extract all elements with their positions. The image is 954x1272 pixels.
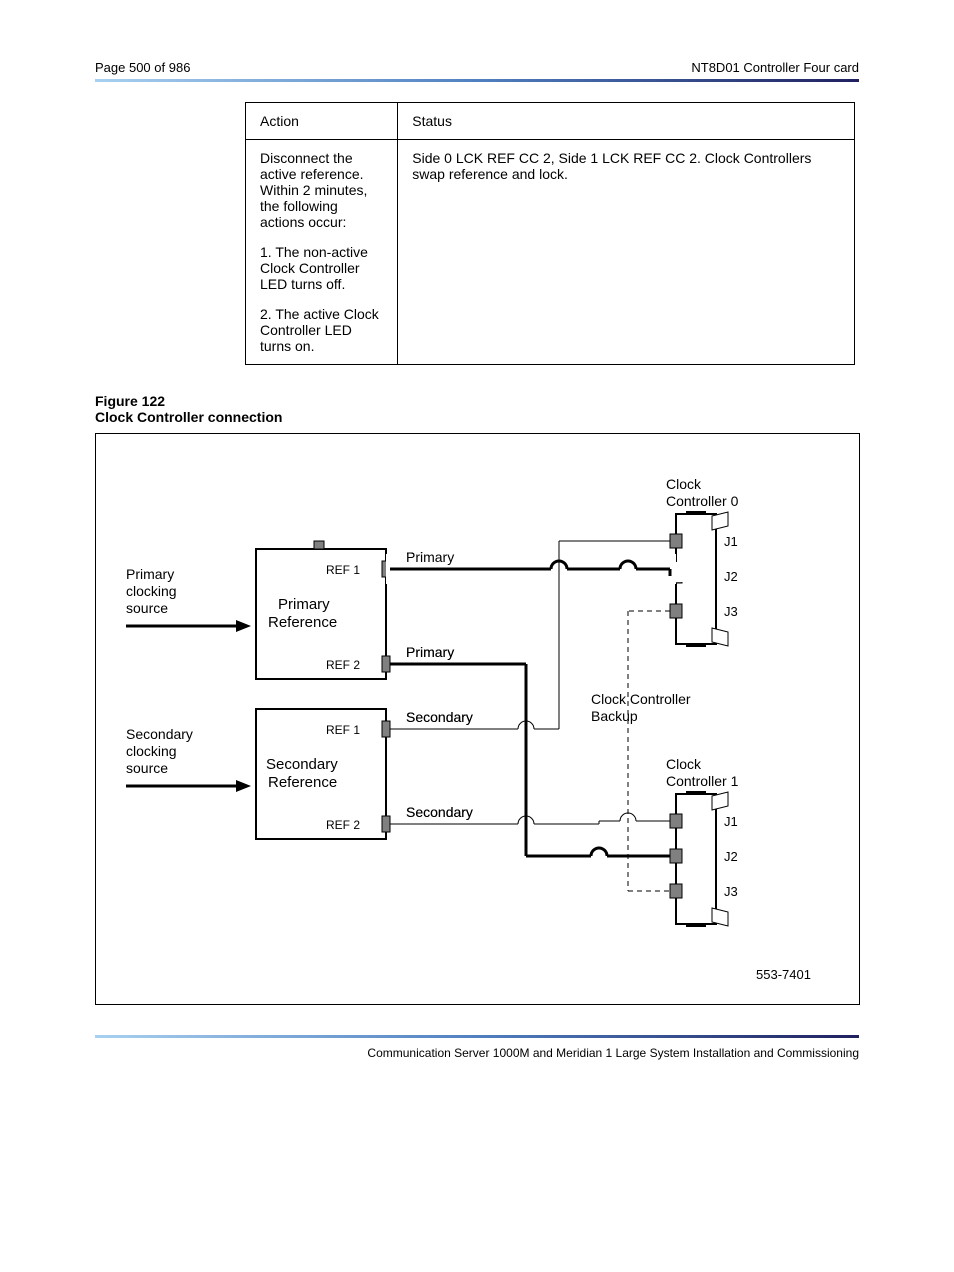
diagram-figure-id: 553-7401 xyxy=(756,967,811,982)
secondary-source-label-3: source xyxy=(126,760,168,776)
cc-backup-label1: Clock Controller xyxy=(591,691,691,707)
cc0-j1-label: J1 xyxy=(724,534,738,549)
cc1-j3-label: J3 xyxy=(724,884,738,899)
cc1-j2-port xyxy=(670,849,682,863)
figure-title: Figure 122 Clock Controller connection xyxy=(95,393,859,425)
figure-caption: Clock Controller connection xyxy=(95,409,282,425)
secondary-ref2-port xyxy=(382,816,390,832)
figure-label: Figure 122 xyxy=(95,393,165,409)
secondary-ref1-port xyxy=(382,721,390,737)
cc0-label2: Controller 0 xyxy=(666,493,739,509)
secondary-ref-text2: Reference xyxy=(268,774,337,791)
svg-text:Secondary: Secondary xyxy=(406,804,473,820)
table-header-row: Action Status xyxy=(246,103,855,140)
primary-ref1-label: REF 1 xyxy=(326,563,360,577)
cc1-j3-port xyxy=(670,884,682,898)
svg-text:Secondary: Secondary xyxy=(406,709,473,725)
cc0-j3-label: J3 xyxy=(724,604,738,619)
cc0-j2-label: J2 xyxy=(724,569,738,584)
footer-gradient-bar xyxy=(95,1035,859,1038)
cc1-bottom-tab xyxy=(686,924,706,927)
primary-ref-top-port xyxy=(314,541,324,549)
footer-text: Communication Server 1000M and Meridian … xyxy=(95,1046,859,1060)
page: Page 500 of 986 NT8D01 Controller Four c… xyxy=(0,0,954,1120)
header-gradient-bar xyxy=(95,79,859,82)
cc1-top-tab xyxy=(686,791,706,794)
primary-ref2-port xyxy=(382,656,390,672)
primary-ref-text1: Primary xyxy=(278,596,330,613)
status-table-wrap: Action Status Disconnect the active refe… xyxy=(245,102,855,365)
action-bullet-1: 1. The non-active Clock Controller LED t… xyxy=(260,244,383,292)
cc1-j1-label: J1 xyxy=(724,814,738,829)
cc1-j2-label: J2 xyxy=(724,849,738,864)
svg-text:Primary: Primary xyxy=(406,549,454,565)
header-line: Page 500 of 986 NT8D01 Controller Four c… xyxy=(95,60,859,75)
table-header-action: Action xyxy=(246,103,398,140)
table-cell-action: Disconnect the active reference. Within … xyxy=(246,140,398,365)
figure-box: Primary clocking source Secondary clocki… xyxy=(95,433,860,1005)
cc0-top-tab xyxy=(686,511,706,514)
cc0-j1-port xyxy=(670,534,682,548)
secondary-source-arrowhead xyxy=(236,780,251,792)
table-row: Disconnect the active reference. Within … xyxy=(246,140,855,365)
primary-ref2-label: REF 2 xyxy=(326,658,360,672)
header-right: NT8D01 Controller Four card xyxy=(691,60,859,75)
primary-source-arrowhead xyxy=(236,620,251,632)
primary-source-label-2: clocking xyxy=(126,583,177,599)
action-bullet-2: 2. The active Clock Controller LED turns… xyxy=(260,306,383,354)
cc1-label2: Controller 1 xyxy=(666,773,739,789)
clock-diagram: Primary clocking source Secondary clocki… xyxy=(96,434,859,1004)
p2-hop xyxy=(591,848,607,856)
secondary-ref-text1: Secondary xyxy=(266,756,338,773)
action-text: Disconnect the active reference. Within … xyxy=(260,150,383,230)
primary-source-label-3: source xyxy=(126,600,168,616)
secondary-source-label-1: Secondary xyxy=(126,726,193,742)
header-left: Page 500 of 986 xyxy=(95,60,190,75)
cc1-label1: Clock xyxy=(666,756,702,772)
secondary-ref2-label: REF 2 xyxy=(326,818,360,832)
cc1-j1-port xyxy=(670,814,682,828)
secondary-source-label-2: clocking xyxy=(126,743,177,759)
cc-backup-label2: Backup xyxy=(591,708,638,724)
cc0-bottom-tab xyxy=(686,644,706,647)
status-table: Action Status Disconnect the active refe… xyxy=(245,102,855,365)
primary-ref-text2: Reference xyxy=(268,614,337,631)
table-header-status: Status xyxy=(398,103,855,140)
svg-text:Primary: Primary xyxy=(406,644,454,660)
primary-source-label-1: Primary xyxy=(126,566,174,582)
cc0-label1: Clock xyxy=(666,476,702,492)
table-cell-status: Side 0 LCK REF CC 2, Side 1 LCK REF CC 2… xyxy=(398,140,855,365)
secondary-ref1-label: REF 1 xyxy=(326,723,360,737)
cc0-j3-port xyxy=(670,604,682,618)
